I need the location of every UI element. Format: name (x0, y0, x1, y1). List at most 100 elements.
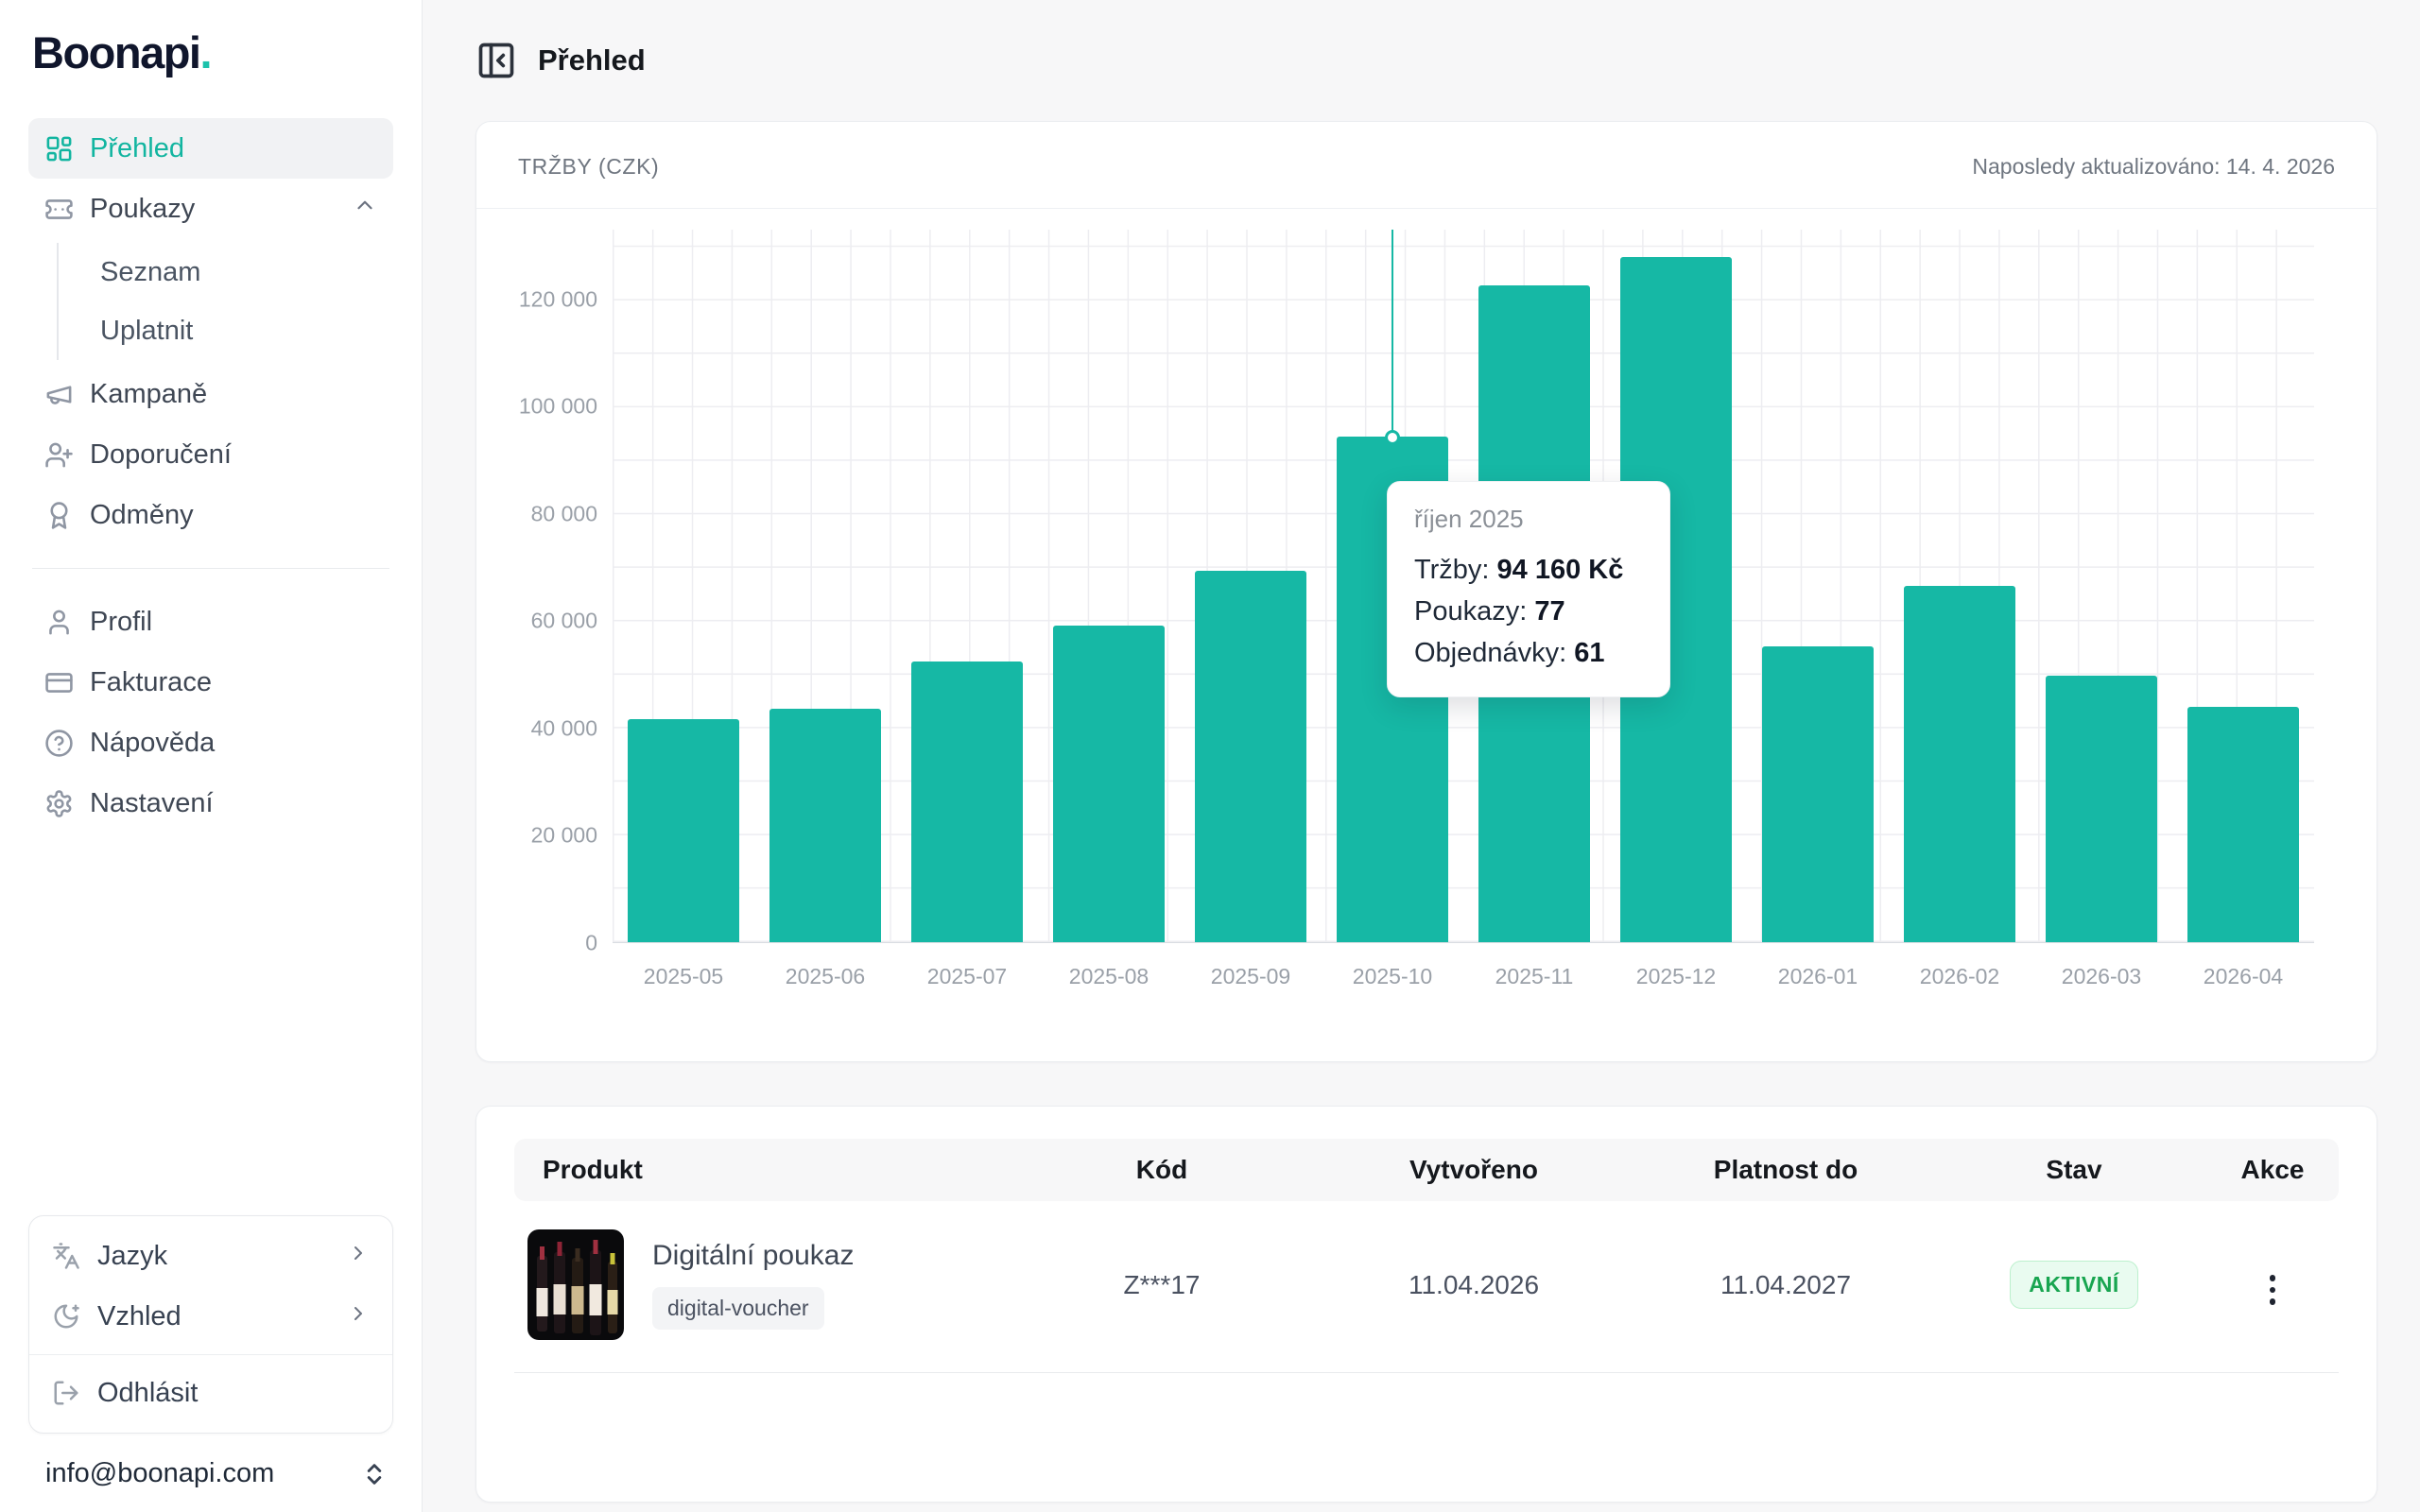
valid-until-cell: 11.04.2027 (1720, 1269, 1852, 1299)
sidebar-item-prehled[interactable]: Přehled (28, 118, 393, 179)
brand-text: Boonapi (32, 27, 201, 77)
sidebar-item-napoveda[interactable]: Nápověda (28, 713, 393, 773)
col-stav: Stav (2046, 1155, 2102, 1184)
sidebar-item-label: Profil (90, 606, 153, 637)
chart-bar[interactable] (1052, 625, 1166, 942)
sidebar-item-label: Kampaně (90, 378, 208, 409)
help-circle-icon (45, 729, 73, 757)
menu-item-label: Odhlásit (97, 1377, 199, 1408)
vouchers-table-card: Produkt Kód Vytvořeno Platnost do Stav A… (475, 1106, 2377, 1503)
table-row[interactable]: Digitální poukaz digital-voucher Z***17 … (514, 1201, 2339, 1372)
x-tick-label: 2025-12 (1635, 964, 1717, 988)
y-tick-label: 120 000 (518, 286, 597, 312)
chart-bar[interactable] (1903, 586, 2016, 942)
user-icon (49, 610, 69, 634)
sidebar-item-label: Odměny (90, 499, 194, 530)
y-tick-label: 60 000 (530, 608, 597, 633)
bar-chart: 0 20 000 40 000 60 000 80 000 100 000 120 000 … (476, 209, 2377, 1002)
actions-cell (2206, 1258, 2339, 1313)
language-menu-item[interactable]: Jazyk (29, 1226, 392, 1286)
sidebar-item-profil[interactable]: Profil (28, 592, 393, 652)
sidebar: Boonapi. Přehled Poukazy Seznam Uplatnit… (0, 0, 423, 1512)
sidebar-item-nastaveni[interactable]: Nastavení (28, 773, 393, 833)
dashboard-grid-icon (46, 136, 72, 161)
x-tick-label: 2025-09 (1210, 964, 1291, 988)
chart-plot-area: říjen 2025 Tržby: 94 160 Kč Poukazy: 77 … (613, 230, 2314, 943)
row-actions-kebab-icon[interactable] (2262, 1267, 2284, 1313)
status-badge: AKTIVNÍ (2010, 1261, 2138, 1309)
chart-bar[interactable] (1761, 645, 1875, 942)
megaphone-icon (46, 385, 72, 404)
chart-y-axis: 0 20 000 40 000 60 000 80 000 100 000 120 000 (501, 230, 613, 954)
x-tick-label: 2026-03 (2061, 964, 2142, 988)
chart-bar[interactable] (1194, 571, 1307, 942)
gear-icon (46, 789, 72, 817)
tooltip-row-trzby: Tržby: 94 160 Kč (1414, 555, 1624, 586)
chart-last-updated: Naposledy aktualizováno: 14. 4. 2026 (1972, 154, 2335, 179)
sidebar-item-fakturace[interactable]: Fakturace (28, 652, 393, 713)
sidebar-divider (32, 568, 389, 569)
sidebar-item-kampane[interactable]: Kampaně (28, 364, 393, 424)
wine-bottles-image (527, 1229, 624, 1340)
chart-card-header: TRŽBY (CZK) Naposledy aktualizováno: 14.… (476, 122, 2377, 209)
brand-dot: . (199, 27, 212, 77)
chart-bar[interactable] (2045, 675, 2158, 942)
y-tick-label: 40 000 (530, 715, 597, 741)
sidebar-item-label: Doporučení (90, 438, 232, 470)
sidebar-item-label: Přehled (90, 132, 184, 163)
col-akce: Akce (2240, 1155, 2305, 1184)
brand-logo[interactable]: Boonapi. (28, 26, 393, 78)
x-tick-label: 2025-11 (1495, 964, 1574, 988)
chevron-right-icon (347, 1241, 370, 1272)
code-cell: Z***17 (1123, 1269, 1201, 1299)
y-tick-label: 80 000 (530, 501, 597, 526)
chevron-right-icon (347, 1301, 370, 1332)
page-title: Přehled (538, 43, 646, 77)
sidebar-collapse-icon[interactable] (475, 40, 517, 81)
x-tick-label: 2025-10 (1352, 964, 1433, 988)
chart-x-axis: 2025-05 2025-06 2025-07 2025-08 2025-09 2025-… (613, 943, 2314, 1002)
status-cell: AKTIVNÍ (1942, 1261, 2206, 1309)
sidebar-footer-menu: Jazyk Vzhled Odhlásit (28, 1215, 393, 1434)
product-tag: digital-voucher (652, 1287, 824, 1330)
sidebar-item-label: Nápověda (90, 727, 216, 758)
sidebar-item-poukazy[interactable]: Poukazy (28, 179, 393, 239)
chevron-up-icon[interactable] (353, 193, 377, 225)
account-switcher[interactable]: info@boonapi.com (45, 1458, 388, 1489)
x-tick-label: 2025-08 (1068, 964, 1150, 988)
y-tick-label: 100 000 (518, 393, 597, 419)
product-thumbnail (527, 1229, 624, 1340)
sidebar-nav: Přehled Poukazy Seznam Uplatnit Kampaně … (28, 118, 393, 833)
submenu-item-seznam[interactable]: Seznam (100, 256, 201, 287)
user-plus-icon (45, 442, 73, 467)
chart-bar[interactable] (769, 708, 882, 942)
x-tick-label: 2026-04 (2203, 964, 2284, 988)
hover-marker-dot (1385, 430, 1400, 446)
x-tick-label: 2025-05 (643, 964, 724, 988)
chevrons-up-down-icon (367, 1463, 382, 1485)
table-row-divider (514, 1372, 2339, 1373)
col-vytvoreno: Vytvořeno (1409, 1155, 1538, 1184)
submenu-item-uplatnit[interactable]: Uplatnit (100, 315, 194, 346)
menu-item-label: Jazyk (97, 1240, 168, 1271)
moon-star-icon (54, 1304, 79, 1329)
chart-bar[interactable] (2187, 706, 2300, 942)
credit-card-icon (45, 672, 73, 693)
sidebar-item-odmeny[interactable]: Odměny (28, 485, 393, 545)
chart-tooltip: říjen 2025 Tržby: 94 160 Kč Poukazy: 77 … (1387, 481, 1670, 698)
sidebar-item-label: Fakturace (90, 666, 212, 697)
chart-bar[interactable] (627, 719, 740, 942)
product-cell: Digitální poukaz digital-voucher (514, 1229, 1006, 1340)
sidebar-item-doporuceni[interactable]: Doporučení (28, 424, 393, 485)
x-tick-label: 2025-06 (785, 964, 866, 988)
main-area: Přehled TRŽBY (CZK) Naposledy aktualizov… (423, 0, 2420, 1512)
chart-bar[interactable] (910, 662, 1024, 942)
appearance-menu-item[interactable]: Vzhled (29, 1286, 392, 1347)
col-produkt: Produkt (543, 1155, 643, 1184)
logout-menu-item[interactable]: Odhlásit (29, 1363, 392, 1423)
col-kod: Kód (1135, 1155, 1188, 1184)
poukazy-submenu: Seznam Uplatnit (57, 243, 393, 360)
logout-icon (54, 1381, 78, 1405)
menu-item-label: Vzhled (97, 1300, 182, 1332)
created-cell: 11.04.2026 (1408, 1269, 1540, 1299)
